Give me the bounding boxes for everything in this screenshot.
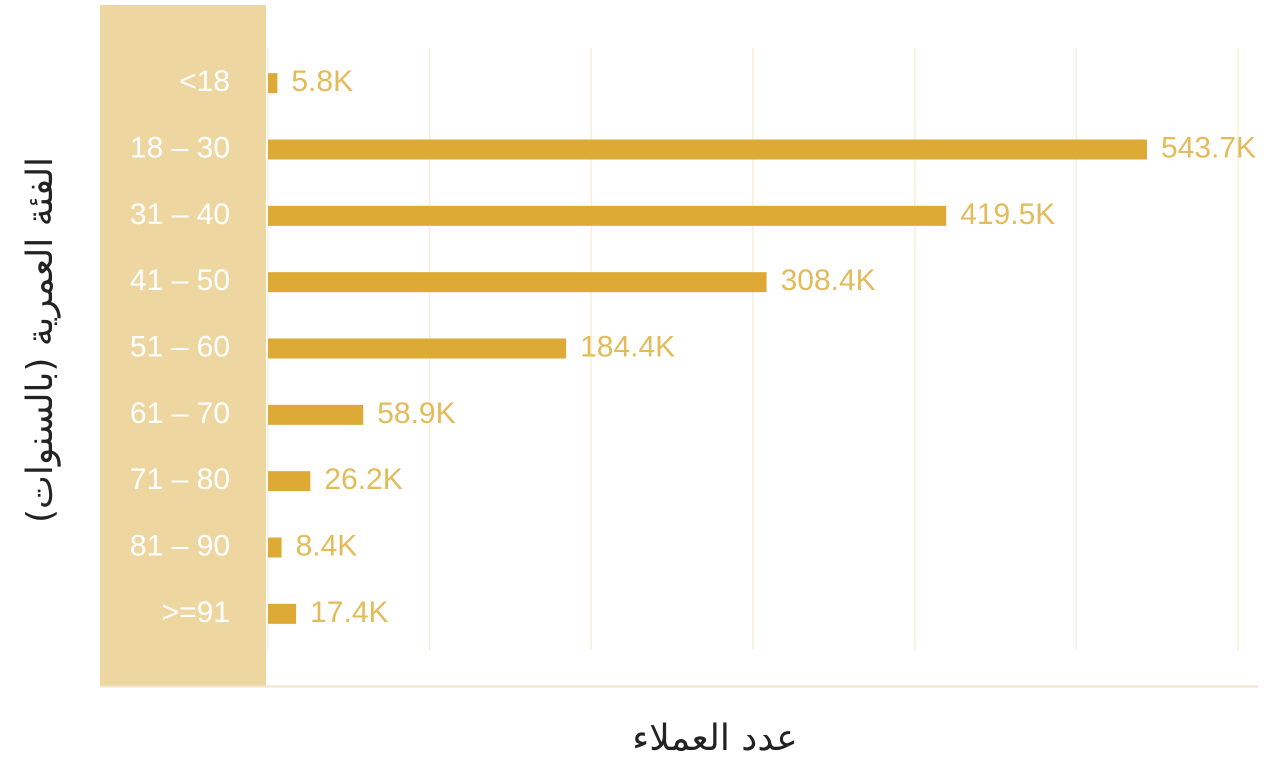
data-label: 58.9K <box>377 397 455 430</box>
y-tick-label: 18 – 30 <box>130 131 230 164</box>
bar <box>268 272 767 293</box>
y-tick-label: <18 <box>179 65 230 98</box>
category-band <box>100 5 266 686</box>
y-tick-label: 51 – 60 <box>130 330 230 363</box>
bar <box>268 139 1147 160</box>
bar <box>268 404 364 425</box>
y-tick-label: 71 – 80 <box>130 463 230 496</box>
bar <box>268 537 282 558</box>
y-axis-title: الفئة العمرية (بالسنوات) <box>20 157 61 523</box>
data-label: 17.4K <box>310 596 388 629</box>
bar <box>268 205 947 226</box>
data-label: 419.5K <box>960 198 1055 231</box>
data-label: 543.7K <box>1161 131 1256 164</box>
data-label: 184.4K <box>580 330 675 363</box>
data-label: 5.8K <box>291 65 353 98</box>
x-axis-title: عدد العملاء <box>632 718 797 759</box>
data-label: 26.2K <box>324 463 402 496</box>
bar <box>268 603 297 624</box>
data-label: 308.4K <box>781 264 876 297</box>
bar <box>268 338 567 359</box>
y-tick-label: 61 – 70 <box>130 397 230 430</box>
y-tick-label: 81 – 90 <box>130 529 230 562</box>
y-tick-label: 31 – 40 <box>130 198 230 231</box>
y-tick-label: >=91 <box>162 596 230 629</box>
bar <box>268 471 311 492</box>
data-label: 8.4K <box>296 529 358 562</box>
bar <box>268 73 278 94</box>
y-tick-label: 41 – 50 <box>130 264 230 297</box>
